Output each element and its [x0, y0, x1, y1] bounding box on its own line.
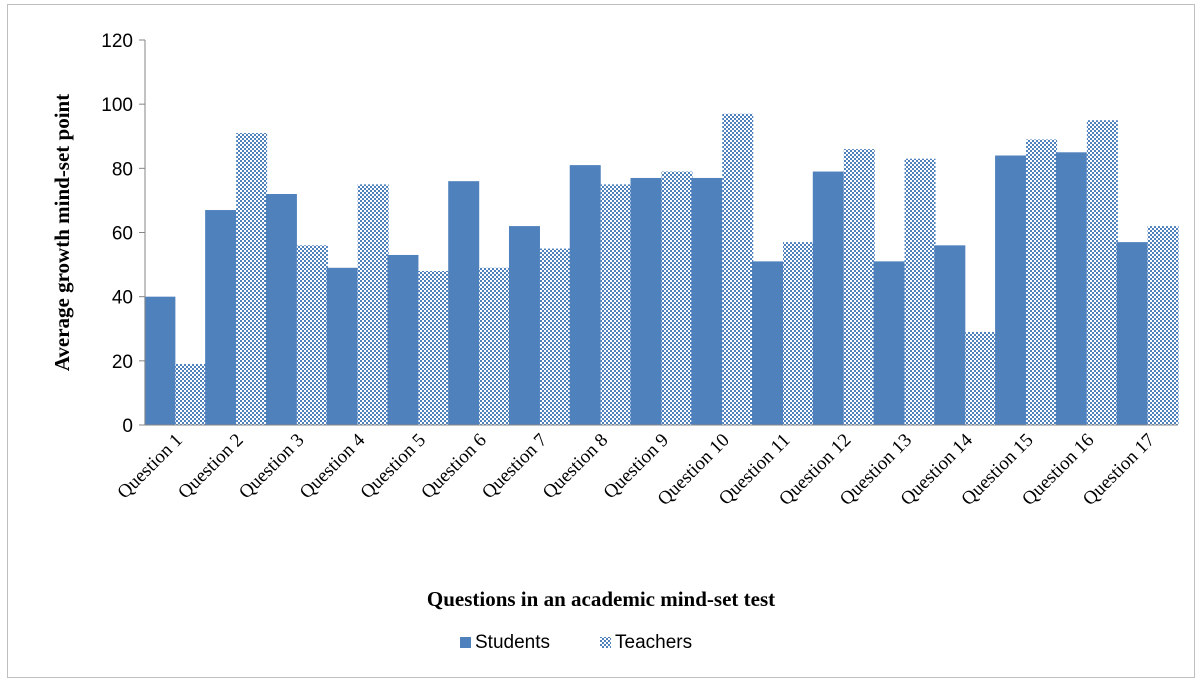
bar-students-q13 [873, 261, 905, 425]
bar-students-q4 [326, 267, 358, 425]
bar-students-q6 [448, 181, 480, 425]
bar-students-q2 [205, 210, 237, 425]
y-tick-label: 80 [112, 159, 133, 180]
bar-students-q1 [144, 296, 176, 425]
bar-students-q12 [812, 171, 844, 425]
legend-swatch-teachers [600, 637, 611, 648]
legend-swatch-students [460, 637, 471, 648]
y-tick-label: 20 [112, 352, 133, 373]
x-category-label: Question 1 [113, 430, 186, 503]
bar-teachers-q5 [418, 271, 450, 425]
bar-students-q16 [1055, 152, 1087, 425]
bar-teachers-q17 [1147, 226, 1179, 425]
bar-students-q11 [752, 261, 784, 425]
bar-teachers-q9 [661, 171, 693, 425]
bar-teachers-q14 [965, 331, 997, 425]
bar-students-q14 [934, 245, 966, 425]
bar-students-q17 [1116, 242, 1148, 425]
x-category-label: Question 6 [417, 430, 490, 503]
bar-teachers-q2 [236, 133, 268, 425]
y-tick-label: 100 [101, 95, 133, 116]
bar-teachers-q3 [296, 245, 328, 425]
x-category-label: Question 3 [235, 430, 308, 503]
bar-students-q7 [508, 226, 540, 425]
bar-teachers-q1 [175, 364, 207, 425]
bar-teachers-q4 [357, 184, 389, 425]
x-category-label: Question 2 [174, 430, 247, 503]
legend-label-teachers: Teachers [615, 632, 692, 653]
bar-students-q10 [691, 177, 723, 425]
bar-students-q8 [569, 165, 601, 425]
legend: Students Teachers [460, 632, 692, 653]
bar-teachers-q16 [1086, 120, 1118, 425]
y-axis-ticks: 0 20 40 60 80 100 120 [101, 31, 145, 437]
bar-teachers-q12 [843, 149, 875, 426]
bar-students-q9 [630, 177, 662, 425]
bar-students-q3 [265, 194, 297, 425]
bar-teachers-q10 [722, 113, 754, 426]
bar-teachers-q6 [479, 267, 511, 425]
bar-teachers-q15 [1026, 139, 1058, 426]
x-category-label: Question 4 [296, 429, 370, 503]
x-category-label: Question 5 [357, 430, 430, 503]
legend-label-students: Students [475, 632, 550, 653]
x-category-label: Question 8 [539, 430, 612, 503]
y-axis-title: Average growth mind-set point [50, 94, 74, 371]
y-tick-label: 120 [101, 31, 133, 52]
x-axis-title: Questions in an academic mind-set test [427, 587, 775, 611]
y-tick-label: 60 [112, 224, 133, 245]
x-category-label: Question 7 [478, 430, 551, 503]
bar-students-q15 [995, 155, 1027, 425]
bars [144, 113, 1179, 426]
y-tick-label: 40 [112, 288, 133, 309]
bar-teachers-q13 [904, 158, 936, 426]
bar-teachers-q7 [539, 248, 571, 425]
bar-teachers-q11 [783, 242, 815, 425]
bar-students-q5 [387, 254, 419, 425]
y-tick-label: 0 [122, 416, 133, 437]
bar-teachers-q8 [600, 184, 632, 425]
